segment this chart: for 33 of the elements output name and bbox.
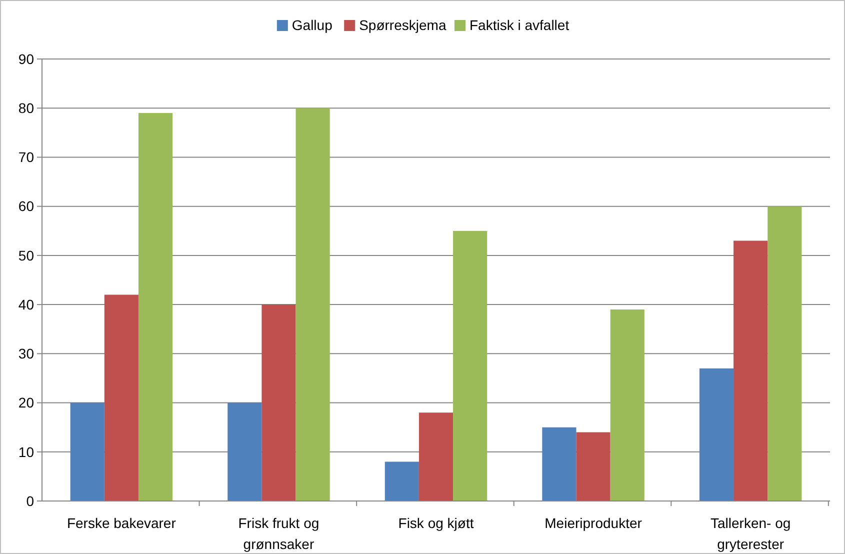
y-tick-label: 10	[18, 444, 34, 460]
y-tick-label: 70	[18, 149, 34, 166]
bar	[296, 108, 330, 501]
legend-label: Faktisk i avfallet	[470, 17, 570, 33]
y-tick-label: 40	[18, 296, 34, 312]
bar	[104, 294, 138, 501]
bar	[384, 462, 419, 501]
y-tick-label: 80	[18, 100, 34, 116]
bar	[768, 206, 802, 501]
bar	[228, 402, 262, 501]
y-tick-label: 60	[18, 198, 34, 214]
bar	[138, 113, 173, 501]
legend-label: Gallup	[292, 17, 333, 33]
x-tick-label: Frisk frukt og grønnsaker	[238, 515, 320, 552]
y-tick-label: 30	[18, 346, 34, 362]
bar	[699, 368, 734, 501]
bar	[542, 427, 576, 501]
x-tick-label: Ferske bakevarer	[66, 515, 176, 531]
bar	[418, 412, 454, 501]
bar	[453, 230, 488, 501]
y-tick-label: 20	[18, 394, 34, 411]
bar	[70, 402, 104, 501]
bar	[576, 432, 610, 501]
y-tick-label: 0	[26, 492, 34, 509]
bar	[734, 240, 768, 501]
x-tick-label: Fisk og kjøtt	[398, 515, 474, 531]
bar	[610, 309, 644, 501]
bar	[262, 304, 296, 501]
legend-label: Spørreskjema	[359, 17, 446, 33]
y-tick-label: 50	[18, 247, 34, 264]
x-tick-label: Tallerken- og gryterester	[710, 515, 791, 552]
x-tick-label: Meieriprodukter	[544, 515, 642, 531]
y-tick-label: 90	[18, 50, 34, 67]
